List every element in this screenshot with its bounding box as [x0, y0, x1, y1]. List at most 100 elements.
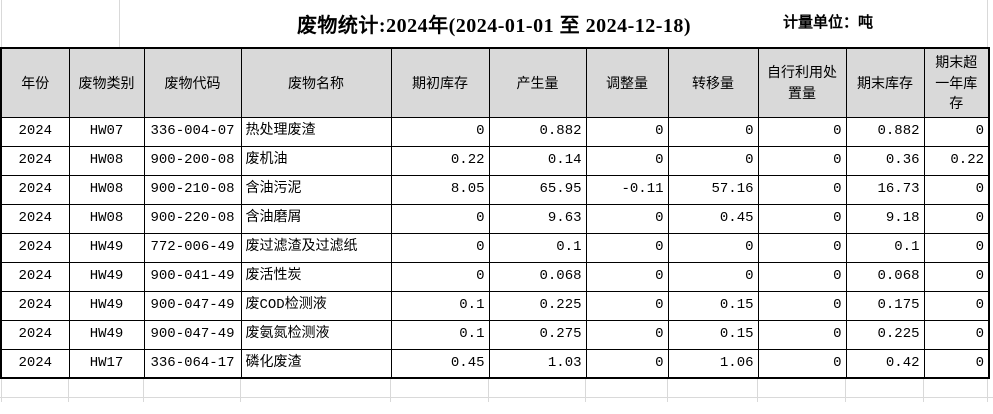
- cell-transferred-amount[interactable]: 0.15: [667, 290, 759, 321]
- cell-opening-stock[interactable]: 0.45: [390, 348, 490, 379]
- cell-waste-category[interactable]: HW49: [68, 290, 145, 321]
- cell-adjustment-amount[interactable]: -0.11: [585, 174, 669, 205]
- cell-self-disposal-amount[interactable]: 0: [757, 203, 847, 234]
- th-adjustment-amount[interactable]: 调整量: [585, 47, 669, 118]
- cell-waste-category[interactable]: HW49: [68, 261, 145, 292]
- cell-waste-code[interactable]: 900-047-49: [143, 290, 242, 321]
- cell-waste-code[interactable]: 900-041-49: [143, 261, 242, 292]
- cell-year[interactable]: 2024: [0, 203, 70, 234]
- cell-over-one-year-stock[interactable]: 0: [923, 348, 990, 379]
- cell-over-one-year-stock[interactable]: 0: [923, 319, 990, 350]
- cell-generated-amount[interactable]: 0.14: [488, 145, 587, 176]
- cell-waste-category[interactable]: HW17: [68, 348, 145, 379]
- cell-adjustment-amount[interactable]: 0: [585, 203, 669, 234]
- cell-self-disposal-amount[interactable]: 0: [757, 174, 847, 205]
- cell-closing-stock[interactable]: 0.1: [845, 232, 925, 263]
- cell-waste-category[interactable]: HW49: [68, 232, 145, 263]
- cell-year[interactable]: 2024: [0, 116, 70, 147]
- cell-waste-code[interactable]: 900-047-49: [143, 319, 242, 350]
- cell-closing-stock[interactable]: 0.882: [845, 116, 925, 147]
- cell-transferred-amount[interactable]: 1.06: [667, 348, 759, 379]
- cell-transferred-amount[interactable]: 0.45: [667, 203, 759, 234]
- cell-waste-code[interactable]: 900-200-08: [143, 145, 242, 176]
- cell-waste-code[interactable]: 900-220-08: [143, 203, 242, 234]
- cell-waste-name[interactable]: 废机油: [240, 145, 392, 176]
- cell-generated-amount[interactable]: 0.225: [488, 290, 587, 321]
- cell-opening-stock[interactable]: 0.22: [390, 145, 490, 176]
- cell-year[interactable]: 2024: [0, 232, 70, 263]
- cell-self-disposal-amount[interactable]: 0: [757, 319, 847, 350]
- cell-adjustment-amount[interactable]: 0: [585, 232, 669, 263]
- cell-generated-amount[interactable]: 0.1: [488, 232, 587, 263]
- cell-opening-stock[interactable]: 0: [390, 232, 490, 263]
- cell-waste-category[interactable]: HW49: [68, 319, 145, 350]
- cell-generated-amount[interactable]: 0.068: [488, 261, 587, 292]
- th-generated-amount[interactable]: 产生量: [488, 47, 587, 118]
- cell-over-one-year-stock[interactable]: 0.22: [923, 145, 990, 176]
- cell-opening-stock[interactable]: 0.1: [390, 319, 490, 350]
- cell-waste-name[interactable]: 含油污泥: [240, 174, 392, 205]
- cell-closing-stock[interactable]: 16.73: [845, 174, 925, 205]
- cell-transferred-amount[interactable]: 0.15: [667, 319, 759, 350]
- cell-closing-stock[interactable]: 9.18: [845, 203, 925, 234]
- cell-closing-stock[interactable]: 0.36: [845, 145, 925, 176]
- cell-closing-stock[interactable]: 0.42: [845, 348, 925, 379]
- cell-opening-stock[interactable]: 8.05: [390, 174, 490, 205]
- cell-year[interactable]: 2024: [0, 348, 70, 379]
- cell-opening-stock[interactable]: 0: [390, 261, 490, 292]
- cell-adjustment-amount[interactable]: 0: [585, 116, 669, 147]
- cell-self-disposal-amount[interactable]: 0: [757, 290, 847, 321]
- cell-closing-stock[interactable]: 0.068: [845, 261, 925, 292]
- cell-over-one-year-stock[interactable]: 0: [923, 203, 990, 234]
- cell-waste-code[interactable]: 772-006-49: [143, 232, 242, 263]
- th-year[interactable]: 年份: [0, 47, 70, 118]
- cell-year[interactable]: 2024: [0, 319, 70, 350]
- cell-transferred-amount[interactable]: 0: [667, 116, 759, 147]
- cell-generated-amount[interactable]: 65.95: [488, 174, 587, 205]
- cell-waste-code[interactable]: 336-064-17: [143, 348, 242, 379]
- cell-waste-category[interactable]: HW07: [68, 116, 145, 147]
- cell-waste-code[interactable]: 336-004-07: [143, 116, 242, 147]
- cell-opening-stock[interactable]: 0.1: [390, 290, 490, 321]
- th-over-one-year-stock[interactable]: 期末超一年库存: [923, 47, 990, 118]
- cell-generated-amount[interactable]: 0.882: [488, 116, 587, 147]
- cell-waste-name[interactable]: 废过滤渣及过滤纸: [240, 232, 392, 263]
- cell-transferred-amount[interactable]: 0: [667, 261, 759, 292]
- cell-generated-amount[interactable]: 1.03: [488, 348, 587, 379]
- cell-transferred-amount[interactable]: 0: [667, 232, 759, 263]
- cell-adjustment-amount[interactable]: 0: [585, 348, 669, 379]
- th-waste-name[interactable]: 废物名称: [240, 47, 392, 118]
- cell-closing-stock[interactable]: 0.225: [845, 319, 925, 350]
- cell-year[interactable]: 2024: [0, 145, 70, 176]
- cell-transferred-amount[interactable]: 57.16: [667, 174, 759, 205]
- cell-self-disposal-amount[interactable]: 0: [757, 116, 847, 147]
- cell-waste-name[interactable]: 含油磨屑: [240, 203, 392, 234]
- cell-self-disposal-amount[interactable]: 0: [757, 145, 847, 176]
- th-opening-stock[interactable]: 期初库存: [390, 47, 490, 118]
- cell-waste-category[interactable]: HW08: [68, 203, 145, 234]
- cell-year[interactable]: 2024: [0, 290, 70, 321]
- cell-adjustment-amount[interactable]: 0: [585, 319, 669, 350]
- th-closing-stock[interactable]: 期末库存: [845, 47, 925, 118]
- cell-waste-name[interactable]: 磷化废渣: [240, 348, 392, 379]
- cell-waste-name[interactable]: 废COD检测液: [240, 290, 392, 321]
- cell-self-disposal-amount[interactable]: 0: [757, 348, 847, 379]
- cell-waste-category[interactable]: HW08: [68, 145, 145, 176]
- cell-adjustment-amount[interactable]: 0: [585, 145, 669, 176]
- cell-transferred-amount[interactable]: 0: [667, 145, 759, 176]
- cell-year[interactable]: 2024: [0, 174, 70, 205]
- cell-waste-category[interactable]: HW08: [68, 174, 145, 205]
- cell-over-one-year-stock[interactable]: 0: [923, 174, 990, 205]
- cell-over-one-year-stock[interactable]: 0: [923, 290, 990, 321]
- th-self-disposal-amount[interactable]: 自行利用处置量: [757, 47, 847, 118]
- cell-waste-name[interactable]: 热处理废渣: [240, 116, 392, 147]
- cell-opening-stock[interactable]: 0: [390, 203, 490, 234]
- cell-waste-name[interactable]: 废活性炭: [240, 261, 392, 292]
- cell-over-one-year-stock[interactable]: 0: [923, 116, 990, 147]
- cell-adjustment-amount[interactable]: 0: [585, 261, 669, 292]
- cell-opening-stock[interactable]: 0: [390, 116, 490, 147]
- cell-self-disposal-amount[interactable]: 0: [757, 232, 847, 263]
- th-transferred-amount[interactable]: 转移量: [667, 47, 759, 118]
- cell-waste-code[interactable]: 900-210-08: [143, 174, 242, 205]
- cell-over-one-year-stock[interactable]: 0: [923, 232, 990, 263]
